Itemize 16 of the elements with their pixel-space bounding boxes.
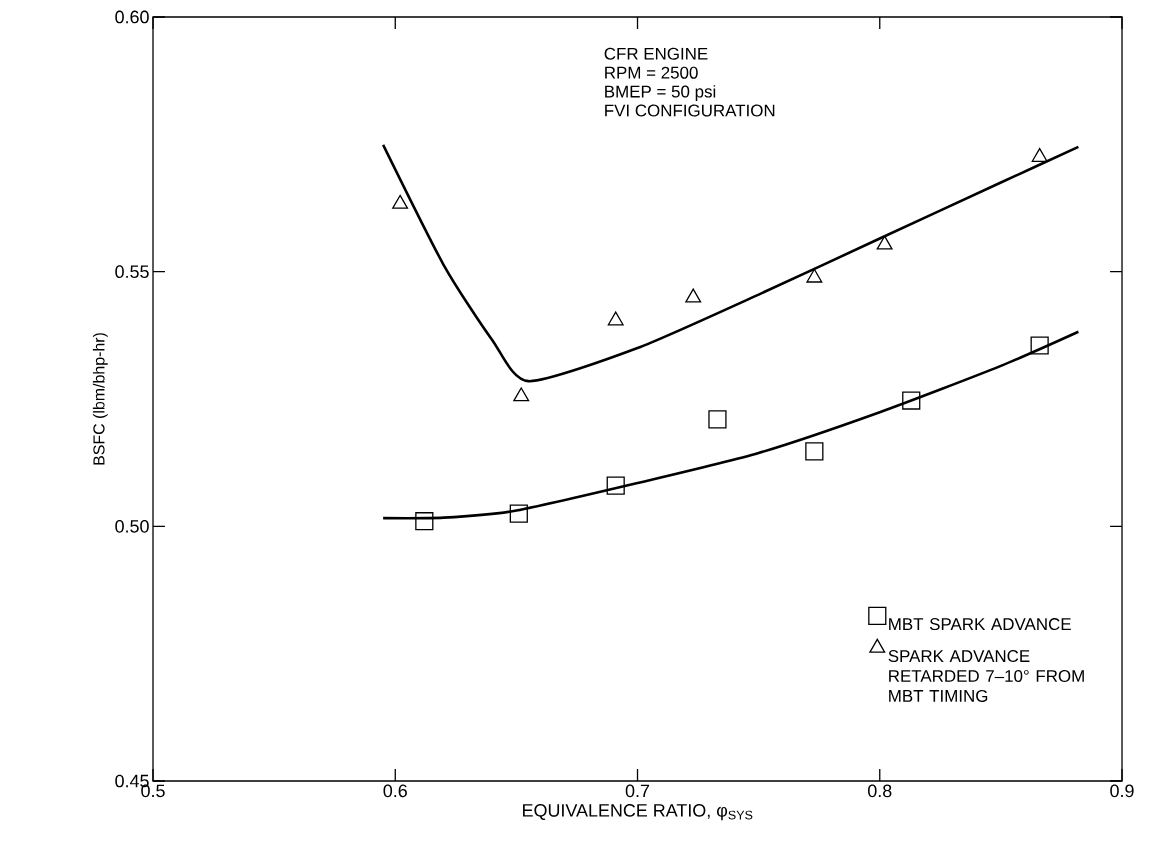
annotation: RPM = 2500	[605, 66, 698, 79]
line-series	[381, 143, 1080, 383]
legend-label: SPARK ADVANCE RETARDED 7–10° FROM MBT TIMING	[888, 650, 1084, 702]
x-tick-label: 0.6	[383, 784, 407, 798]
y-tick-label: 0.60	[115, 10, 149, 24]
x-tick-label: 0.7	[625, 784, 650, 798]
y-tick-label: 0.50	[115, 519, 149, 533]
annotation: FVI CONFIGURATION	[605, 104, 775, 117]
x-tick-label: 0.9	[1110, 784, 1134, 798]
annotation: BMEP = 50 psi	[605, 85, 716, 101]
y-axis-title: BSFC (lbm/bhp-hr)	[92, 333, 108, 465]
x-tick-label: 0.8	[868, 784, 892, 798]
annotation: CFR ENGINE	[604, 47, 708, 60]
y-tick-label: 0.55	[115, 265, 149, 278]
legend-label: MBT SPARK ADVANCE	[889, 618, 1071, 631]
x-axis-title: EQUIVALENCE RATIO, φ$_{SYS}$	[523, 804, 753, 821]
